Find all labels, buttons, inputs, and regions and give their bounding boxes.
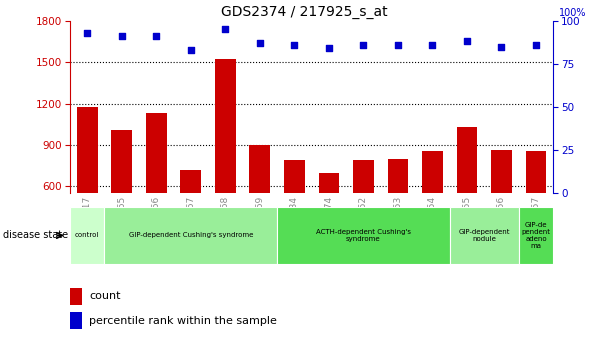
Point [82, 30, 92, 36]
Point [359, 42, 368, 48]
Bar [422, 151, 443, 269]
Point [221, 27, 230, 32]
Text: count: count [89, 292, 121, 302]
Bar [491, 150, 512, 269]
Text: percentile rank within the sample: percentile rank within the sample [89, 316, 277, 326]
Bar [519, 207, 553, 264]
Point [531, 42, 541, 48]
Point [117, 33, 126, 39]
Point [186, 47, 196, 53]
Text: GIP-dependent
nodule: GIP-dependent nodule [458, 229, 510, 242]
Text: control: control [75, 233, 99, 238]
Bar [111, 130, 132, 269]
Point [497, 44, 506, 49]
Bar [146, 113, 167, 269]
Text: GDS2374 / 217925_s_at: GDS2374 / 217925_s_at [221, 5, 387, 19]
Point [151, 33, 161, 39]
Point [427, 42, 437, 48]
Point [289, 42, 299, 48]
Bar [353, 160, 374, 269]
Bar [450, 207, 519, 264]
Bar [284, 160, 305, 269]
Text: ACTH-dependent Cushing's
syndrome: ACTH-dependent Cushing's syndrome [316, 229, 411, 242]
Bar [319, 172, 339, 269]
Point [255, 40, 264, 46]
Bar [387, 159, 408, 269]
Point [462, 39, 472, 44]
Bar [249, 145, 270, 269]
Bar [70, 312, 81, 329]
Bar [526, 151, 547, 269]
Point [324, 46, 334, 51]
Text: GIP-dependent Cushing's syndrome: GIP-dependent Cushing's syndrome [128, 233, 253, 238]
Bar [457, 127, 477, 269]
Bar [277, 207, 450, 264]
Point [393, 42, 402, 48]
Bar [77, 107, 97, 269]
Text: GIP-de
pendent
adeno
ma: GIP-de pendent adeno ma [522, 222, 550, 249]
Bar [105, 207, 277, 264]
Text: 100%: 100% [559, 8, 586, 18]
Bar [181, 170, 201, 269]
Text: disease state: disease state [3, 230, 68, 240]
Bar [70, 207, 105, 264]
Bar [215, 59, 236, 269]
Bar [70, 288, 81, 305]
